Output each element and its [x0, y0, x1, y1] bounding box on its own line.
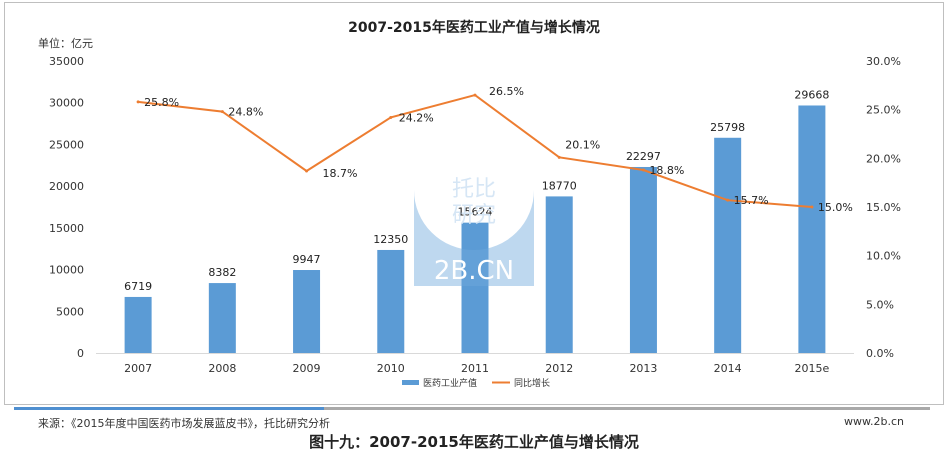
y-right-tick-label: 5.0% — [866, 298, 894, 311]
line-point — [389, 115, 393, 119]
bar-value-label: 15624 — [458, 206, 493, 219]
watermark-shape — [414, 190, 534, 286]
site-url: www.2b.cn — [844, 415, 904, 428]
line-value-label: 26.5% — [489, 85, 524, 98]
line-point — [810, 205, 814, 209]
y-left-tick-label: 35000 — [49, 55, 84, 68]
line-value-label: 20.1% — [565, 138, 600, 151]
line-point — [641, 168, 645, 172]
bar — [714, 137, 742, 353]
y-left-tick-label: 30000 — [49, 97, 84, 110]
bar-value-label: 9947 — [293, 253, 321, 266]
figure-caption: 图十九：2007-2015年医药工业产值与增长情况 — [309, 433, 639, 451]
bar — [798, 105, 826, 353]
line-value-label: 24.8% — [228, 106, 263, 119]
y-right-tick-label: 10.0% — [866, 250, 901, 263]
x-tick-label: 2007 — [124, 362, 152, 375]
y-right-tick-label: 25.0% — [866, 104, 901, 117]
line-value-label: 15.0% — [818, 201, 853, 214]
legend-label-bar: 医药工业产值 — [423, 377, 477, 389]
watermark-text: 2B.CN — [434, 256, 514, 286]
x-tick-label: 2012 — [545, 362, 573, 375]
y-right-tick-label: 20.0% — [866, 152, 901, 165]
bar — [293, 270, 321, 353]
chart-title: 2007-2015年医药工业产值与增长情况 — [348, 19, 600, 36]
line-point — [726, 198, 730, 202]
y-right-tick-label: 30.0% — [866, 55, 901, 68]
y-left-tick-label: 15000 — [49, 222, 84, 235]
bar-value-label: 12350 — [373, 233, 408, 246]
x-tick-label: 2010 — [377, 362, 405, 375]
bar — [545, 196, 573, 353]
y-left-tick-label: 5000 — [56, 305, 84, 318]
line-point — [305, 169, 309, 173]
bar-value-label: 29668 — [794, 88, 829, 101]
x-tick-label: 2009 — [293, 362, 321, 375]
line-value-label: 18.8% — [649, 164, 684, 177]
y-left-tick-label: 20000 — [49, 180, 84, 193]
x-tick-label: 2008 — [208, 362, 236, 375]
bar — [208, 283, 236, 353]
footer-line-left — [14, 407, 324, 410]
bar-value-label: 6719 — [124, 280, 152, 293]
bar-value-label: 22297 — [626, 150, 661, 163]
bar-value-label: 8382 — [208, 266, 236, 279]
watermark-text: 研究 — [452, 203, 496, 228]
line-value-label: 25.8% — [144, 96, 179, 109]
line-point — [136, 100, 140, 104]
y-left-tick-label: 25000 — [49, 138, 84, 151]
line-value-label: 24.2% — [399, 111, 434, 124]
source-note: 来源：《2015年度中国医药市场发展蓝皮书》，托比研究分析 — [38, 417, 330, 430]
x-tick-label: 2013 — [629, 362, 657, 375]
watermark-text: 托比 — [452, 177, 496, 202]
footer-line-right — [324, 407, 930, 410]
bar — [629, 166, 657, 353]
x-tick-label: 2014 — [714, 362, 742, 375]
bar-value-label: 25798 — [710, 121, 745, 134]
line-value-label: 15.7% — [734, 194, 769, 207]
x-tick-label: 2015e — [795, 362, 830, 375]
y-right-tick-label: 15.0% — [866, 201, 901, 214]
line-point — [557, 155, 561, 159]
y-right-tick-label: 0.0% — [866, 347, 894, 360]
legend-swatch-bar — [402, 380, 419, 385]
bar — [124, 296, 152, 353]
legend-label-line: 同比增长 — [514, 377, 550, 389]
line-value-label: 18.7% — [323, 167, 358, 180]
bar — [377, 249, 405, 353]
x-tick-label: 2011 — [461, 362, 489, 375]
line-point — [473, 93, 477, 97]
y-left-tick-label: 0 — [77, 347, 84, 360]
bar-value-label: 18770 — [542, 179, 577, 192]
y-unit-label: 单位：亿元 — [38, 36, 93, 50]
y-left-tick-label: 10000 — [49, 264, 84, 277]
line-point — [220, 110, 224, 114]
bar — [461, 222, 489, 353]
